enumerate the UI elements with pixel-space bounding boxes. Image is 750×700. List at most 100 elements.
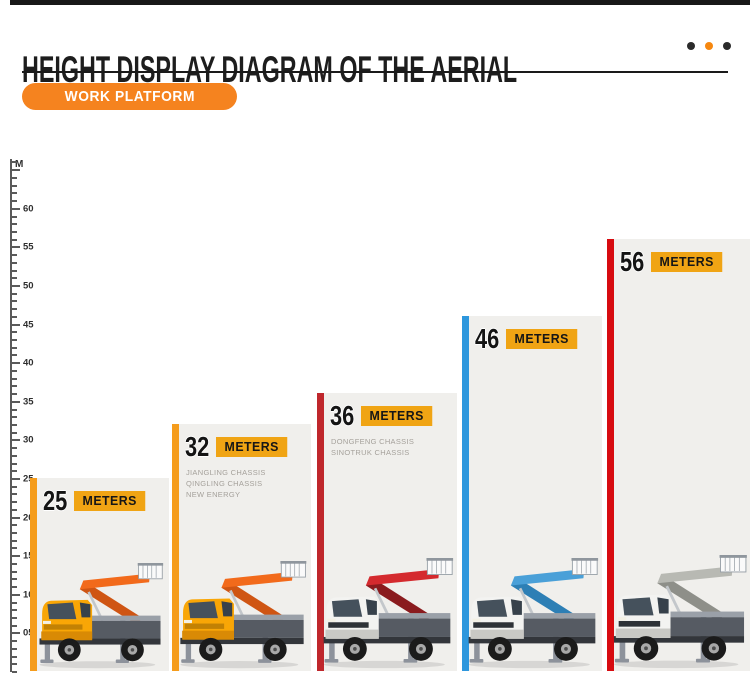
ruler-minor-tick (12, 655, 17, 658)
ruler-minor-tick (12, 562, 17, 565)
bar-label: 46 METERS (462, 316, 602, 353)
ruler-minor-tick (12, 586, 17, 589)
ruler-minor-tick (12, 346, 17, 349)
ruler-minor-tick (12, 354, 17, 357)
ruler-minor-tick (12, 470, 17, 473)
truck-36m-image (318, 557, 456, 670)
ruler-minor-tick (12, 570, 17, 573)
ruler-major-tick (12, 478, 20, 480)
bar-46m: 46 METERS (462, 315, 602, 671)
bar-label: 32 METERS (172, 424, 311, 461)
height-ruler: M 05 10 15 20 25 30 35 40 45 50 55 60 (10, 155, 54, 679)
ruler-minor-tick (12, 501, 17, 504)
bar-label: 36 METERS (317, 393, 457, 430)
truck-46m-illustration (468, 557, 599, 669)
meters-badge: METERS (361, 406, 433, 427)
ruler-minor-tick (12, 609, 17, 612)
ruler-major-tick (12, 593, 20, 596)
truck-56m-image (608, 554, 750, 670)
ruler-minor-tick (12, 300, 17, 303)
ruler-minor-tick (12, 385, 17, 388)
ruler-major-tick (12, 400, 20, 403)
chassis-note: JIANGLING CHASSIS (186, 467, 266, 477)
ruler-minor-tick (12, 616, 17, 619)
ruler-minor-tick (12, 408, 17, 411)
height-value: 56 (620, 245, 645, 277)
ruler-minor-tick (12, 647, 17, 650)
ruler-major-tick (12, 362, 20, 365)
ruler-minor-tick (12, 601, 17, 604)
ruler-minor-tick (12, 200, 17, 203)
ruler-tick-label: 05 (23, 627, 34, 639)
ruler-minor-tick (12, 454, 17, 457)
ruler-major-tick (12, 246, 20, 249)
truck-25m-illustration (38, 563, 163, 669)
ruler-minor-tick (12, 423, 17, 426)
ruler-minor-tick (12, 485, 17, 488)
page-title: HEIGHT DISPLAY DIAGRAM OF THE AERIAL (22, 48, 518, 90)
ruler-minor-tick (12, 624, 17, 627)
ruler-minor-tick (12, 331, 17, 334)
ruler-tick-label: 35 (23, 396, 34, 408)
bar-36m: 36 METERS DONGFENG CHASSIS SINOTRUK CHASS… (317, 393, 457, 671)
bar-32m: 32 METERS JIANGLING CHASSIS QINGLING CHAS… (172, 423, 311, 671)
meters-badge: METERS (651, 251, 723, 272)
ruler-tick-label: 10 (23, 589, 34, 601)
truck-56m-illustration (613, 554, 747, 669)
ruler-minor-tick (12, 369, 17, 372)
ruler-tick-label: 20 (23, 512, 34, 524)
ruler-minor-tick (12, 578, 17, 581)
ruler-minor-tick (12, 532, 17, 535)
chassis-notes: JIANGLING CHASSIS QINGLING CHASSIS NEW ENE… (172, 461, 311, 500)
ruler-minor-tick (12, 462, 17, 465)
ruler-tick-label: 55 (23, 241, 34, 253)
work-platform-badge-label: WORK PLATFORM (64, 88, 195, 105)
ruler-major-tick (12, 439, 20, 442)
truck-32m-image (175, 560, 309, 670)
ruler-unit-label: M (15, 159, 24, 170)
ruler-minor-tick (12, 192, 17, 195)
ruler-tick-label: 50 (23, 280, 34, 292)
chassis-note: QINGLING CHASSIS (186, 478, 263, 488)
ruler-minor-tick (12, 261, 17, 264)
work-platform-badge: WORK PLATFORM (22, 83, 237, 110)
ruler-minor-tick (12, 493, 17, 496)
ruler-minor-tick (12, 315, 17, 318)
ruler-minor-tick (12, 393, 17, 396)
ruler-tick-label: 15 (23, 550, 34, 562)
ruler-major-tick (12, 207, 20, 210)
ruler-tick-label: 60 (23, 203, 34, 215)
truck-36m-illustration (323, 557, 454, 669)
bar-label: 56 METERS (607, 239, 750, 276)
ruler-major-tick (12, 285, 20, 287)
dot-icon (687, 42, 695, 50)
ruler-major-tick (12, 516, 20, 519)
ruler-major-tick (12, 169, 20, 172)
truck-46m-image (463, 557, 601, 670)
chassis-notes: DONGFENG CHASSIS SINOTRUK CHASSIS (317, 430, 457, 458)
ruler-minor-tick (12, 215, 17, 218)
truck-25m-image (34, 563, 166, 670)
ruler-minor-tick (12, 640, 17, 643)
height-value: 36 (330, 400, 355, 432)
ruler-axis-line (10, 159, 12, 672)
bar-stripe (317, 393, 324, 671)
ruler-minor-tick (12, 254, 17, 257)
bar-stripe (607, 238, 614, 671)
accent-dots (687, 42, 731, 50)
ruler-minor-tick (12, 184, 17, 187)
chassis-note: NEW ENERGY (186, 489, 241, 499)
ruler-minor-tick (12, 377, 17, 380)
height-value: 25 (43, 485, 68, 516)
ruler-tick-label: 25 (23, 473, 34, 485)
ruler-minor-tick (12, 524, 17, 527)
meters-badge: METERS (506, 328, 578, 349)
ruler-minor-tick (12, 161, 17, 164)
chassis-note: DONGFENG CHASSIS (331, 437, 415, 447)
ruler-tick-label: 30 (23, 434, 34, 446)
ruler-minor-tick (12, 230, 17, 233)
title-underline (22, 71, 728, 73)
ruler-tick-label: 45 (23, 319, 34, 331)
ruler-minor-tick (12, 223, 17, 226)
ruler-major-tick (12, 555, 20, 558)
